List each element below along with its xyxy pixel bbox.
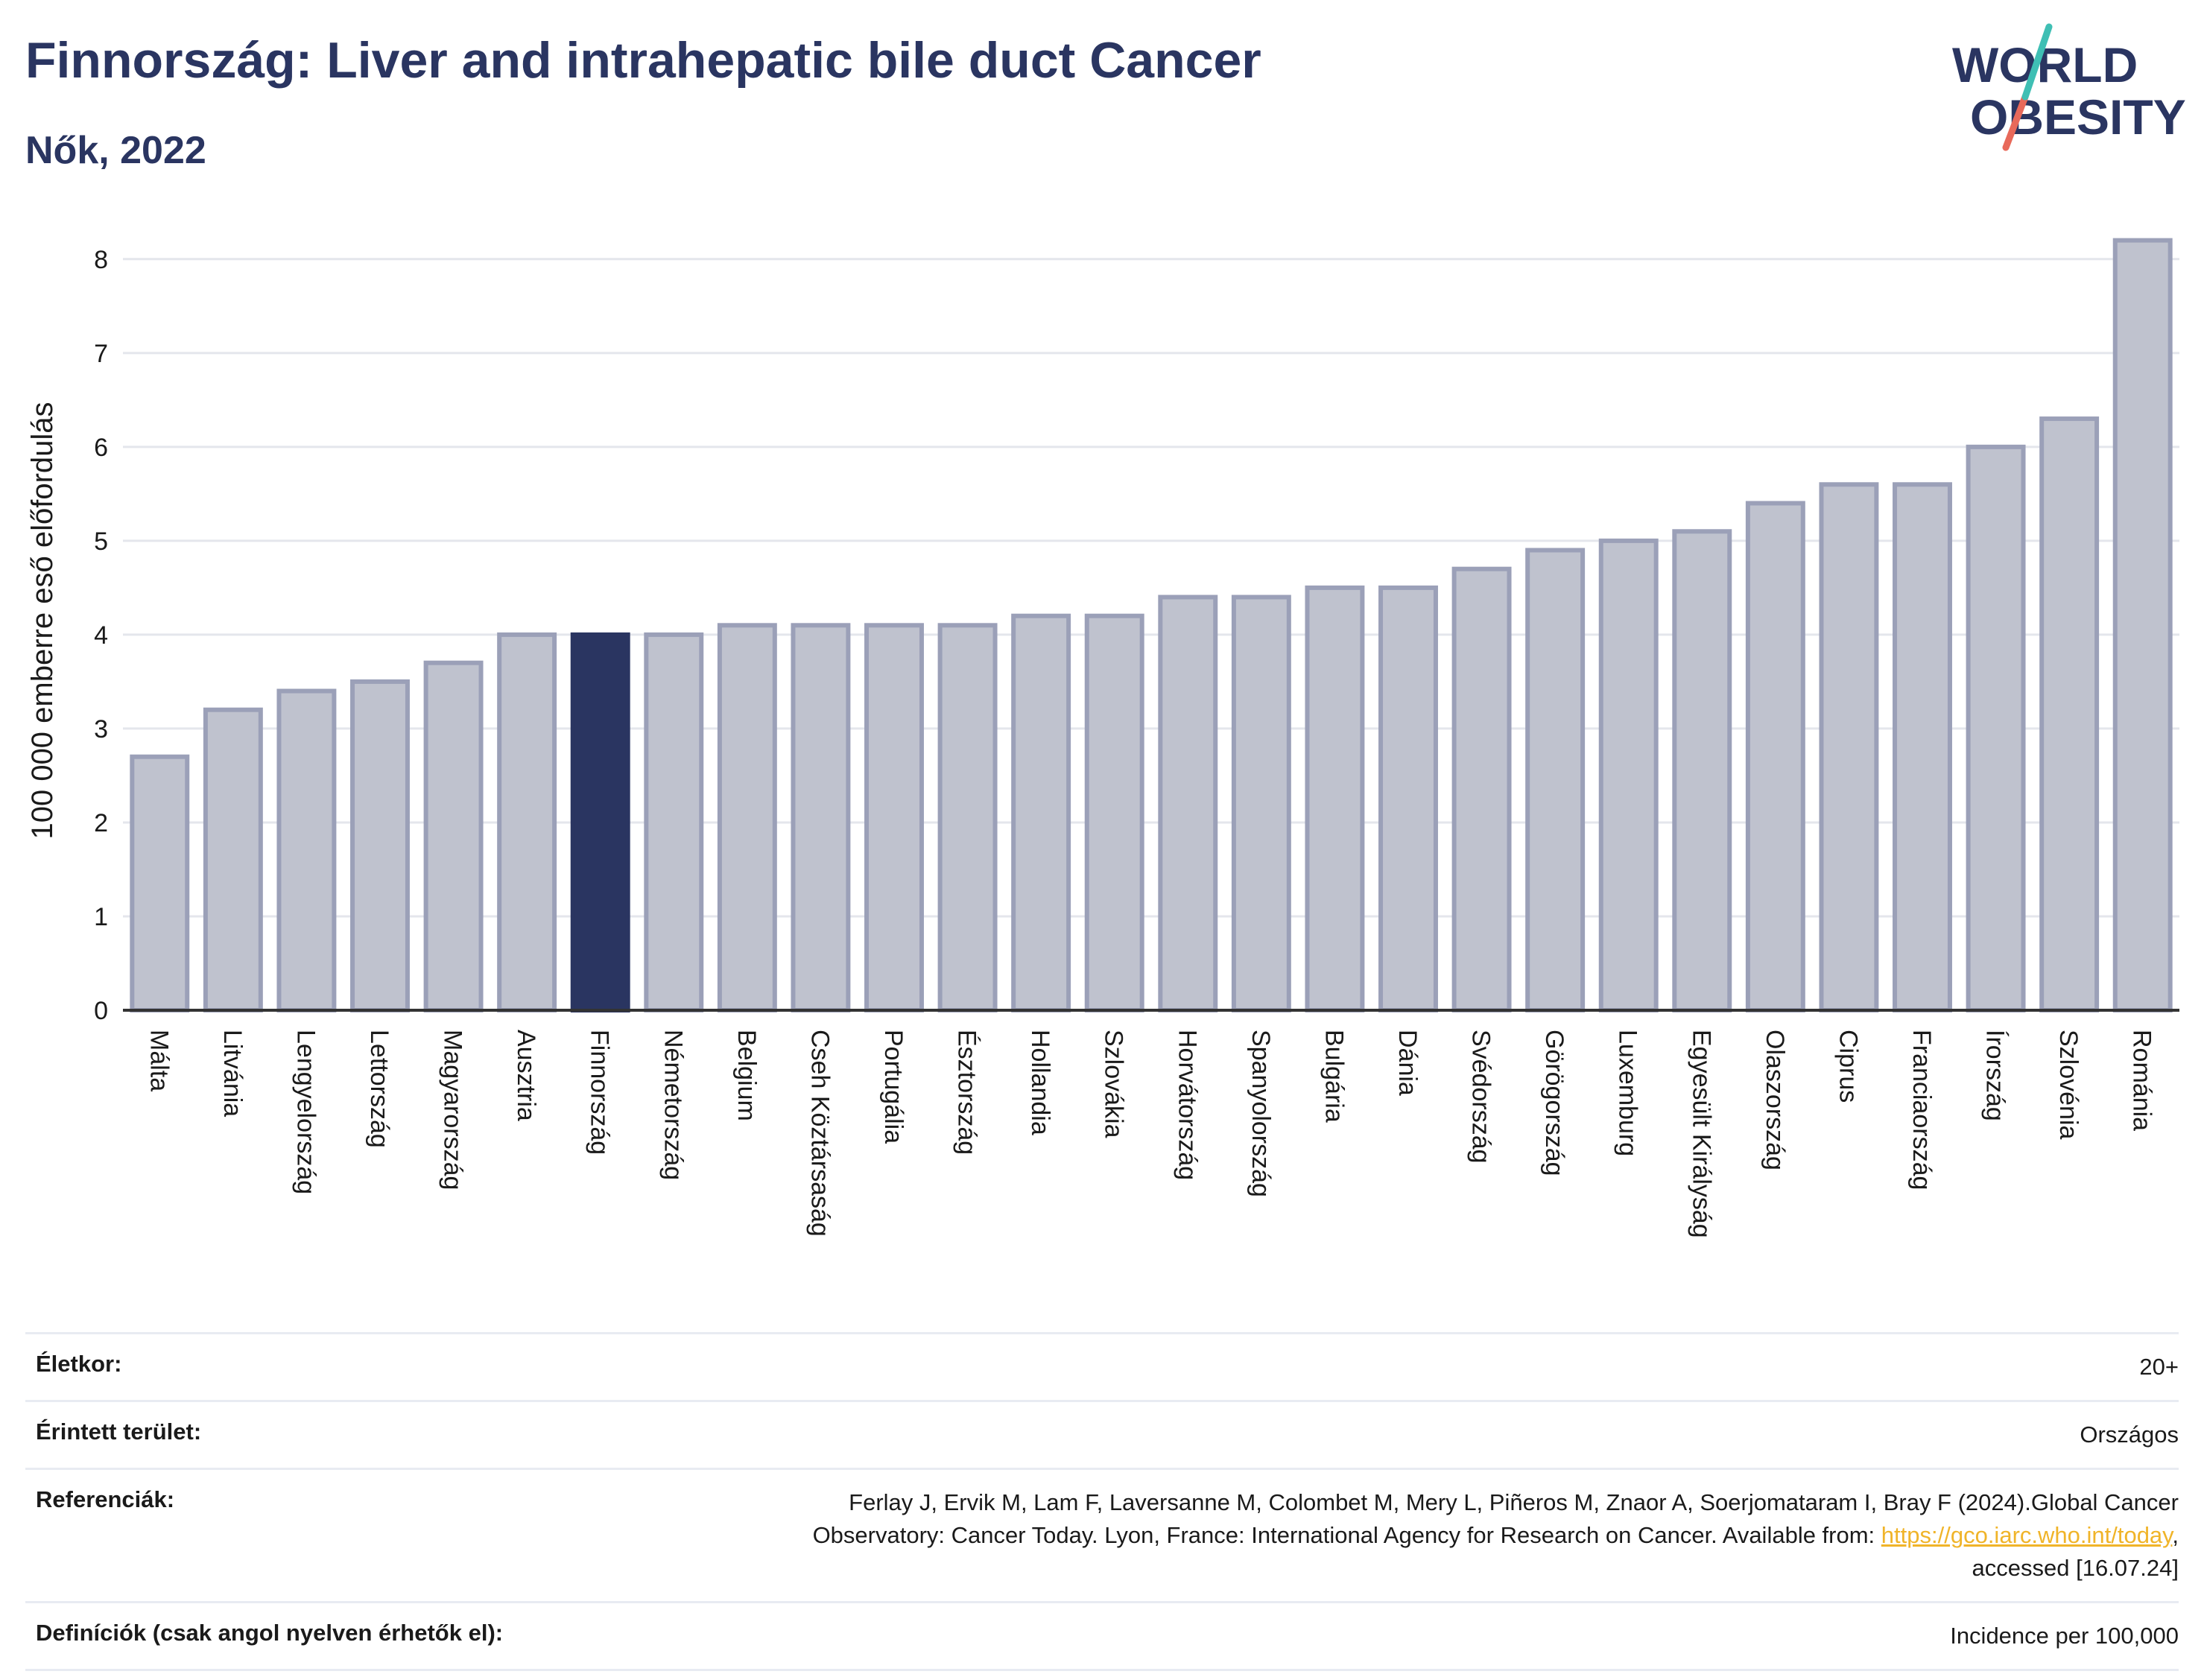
bar [1672, 529, 1732, 1012]
x-tick-label: Finnország [586, 1030, 614, 1155]
x-tick-label: Bulgária [1320, 1030, 1348, 1123]
bar [717, 623, 777, 1012]
x-tick-label: Litvánia [218, 1030, 247, 1117]
y-tick-label: 7 [94, 340, 108, 368]
y-axis-label: 100 000 emberre eső előfordulás [26, 402, 59, 839]
x-tick-label: Cseh Köztársaság [805, 1030, 834, 1237]
bar [1305, 585, 1365, 1012]
x-tick-label: Németország [659, 1030, 687, 1180]
y-tick-label: 1 [94, 903, 108, 931]
x-tick-label: Görögország [1540, 1030, 1568, 1176]
info-table: Életkor: 20+ Érintett terület: Országos … [25, 1332, 2179, 1671]
bar [1525, 548, 1586, 1012]
bar [350, 679, 410, 1012]
bar [1378, 585, 1438, 1012]
x-tick-label: Ausztria [512, 1030, 540, 1121]
info-row-age: Életkor: 20+ [25, 1332, 2179, 1400]
info-row-references: Referenciák: Ferlay J, Ervik M, Lam F, L… [25, 1468, 2179, 1601]
bar [1745, 501, 1805, 1012]
y-tick-label: 4 [94, 621, 108, 650]
x-tick-label: Szlovénia [2054, 1030, 2083, 1140]
age-value: 20+ [2139, 1354, 2179, 1380]
bar [1011, 613, 1071, 1012]
logo-slash-teal [2021, 23, 2053, 101]
bar [2039, 416, 2100, 1012]
x-tick-label: Olaszország [1761, 1030, 1789, 1170]
page-title: Finnország: Liver and intrahepatic bile … [25, 32, 1261, 89]
x-tick-label: Lengyelország [291, 1030, 320, 1194]
x-tick-label: Franciaország [1907, 1030, 1936, 1190]
x-tick-label: Málta [145, 1030, 173, 1091]
x-tick-label: Észtország [953, 1030, 981, 1155]
y-tick-label: 3 [94, 715, 108, 744]
x-tick-label: Luxemburg [1614, 1030, 1642, 1156]
references-value: Ferlay J, Ervik M, Lam F, Laversanne M, … [813, 1486, 2179, 1585]
x-tick-label: Hollandia [1026, 1030, 1054, 1135]
bar [937, 623, 998, 1012]
info-row-definitions: Definíciók (csak angol nyelven érhetők e… [25, 1601, 2179, 1671]
bar [130, 754, 190, 1012]
bar-highlight [570, 632, 630, 1012]
reference-text-1: Ferlay J, Ervik M, Lam F, Laversanne M, … [849, 1489, 2179, 1515]
x-tick-label: Dánia [1393, 1030, 1422, 1096]
x-tick-label: Szlovákia [1100, 1030, 1128, 1138]
bar [1893, 482, 1952, 1012]
world-obesity-logo: WORLD OBESITY [1952, 23, 2186, 151]
bar [276, 688, 337, 1012]
bar [2112, 238, 2173, 1012]
x-tick-label: Portugália [879, 1030, 908, 1144]
bar [1231, 595, 1291, 1012]
bar [791, 623, 851, 1012]
bar [1451, 566, 1512, 1012]
bar [203, 707, 263, 1012]
references-label: Referenciák: [36, 1486, 175, 1512]
bar [1966, 444, 2026, 1012]
area-label: Érintett terület: [36, 1419, 202, 1445]
y-tick-label: 6 [94, 434, 108, 462]
age-label: Életkor: [36, 1351, 122, 1377]
reference-text-3: , [2172, 1522, 2179, 1548]
bar [1598, 538, 1659, 1012]
x-tick-label: Ciprus [1834, 1030, 1862, 1103]
definitions-value: Incidence per 100,000 [1950, 1623, 2179, 1649]
bar [423, 660, 484, 1012]
bar [1819, 482, 1879, 1012]
y-tick-label: 8 [94, 246, 108, 274]
y-tick-label: 0 [94, 997, 108, 1025]
definitions-label: Definíciók (csak angol nyelven érhetők e… [36, 1620, 504, 1646]
logo-line-2: OBESITY [1970, 89, 2186, 145]
x-tick-label: Horvátország [1173, 1030, 1201, 1180]
reference-text-2: Observatory: Cancer Today. Lyon, France:… [812, 1522, 1881, 1548]
bar [1158, 595, 1218, 1012]
logo-slash-red [2002, 93, 2029, 151]
x-tick-label: Spanyolország [1247, 1030, 1275, 1197]
y-tick-label: 2 [94, 809, 108, 837]
bar [1084, 613, 1144, 1012]
area-value: Országos [2080, 1421, 2179, 1448]
x-tick-label: Egyesült Királyság [1687, 1030, 1715, 1238]
y-tick-label: 5 [94, 527, 108, 556]
x-tick-label: Lettország [365, 1030, 393, 1148]
bar-chart: 0 1 2 3 4 5 6 7 8 100 000 emberre eső előfordulás… [26, 238, 2179, 1238]
bar [864, 623, 924, 1012]
info-row-area: Érintett terület: Országos [25, 1400, 2179, 1468]
x-tick-label: Svédország [1467, 1030, 1495, 1164]
page-subtitle: Nők, 2022 [25, 129, 206, 172]
x-tick-label: Románia [2128, 1030, 2156, 1131]
x-tick-label: Belgium [732, 1030, 761, 1121]
x-tick-label: Írország [1981, 1030, 2010, 1121]
bar [644, 632, 704, 1012]
reference-link[interactable]: https://gco.iarc.who.int/today [1881, 1522, 2173, 1548]
bar [497, 632, 557, 1012]
x-tick-label: Magyarország [439, 1030, 467, 1190]
reference-text-4: accessed [16.07.24] [1972, 1555, 2179, 1581]
